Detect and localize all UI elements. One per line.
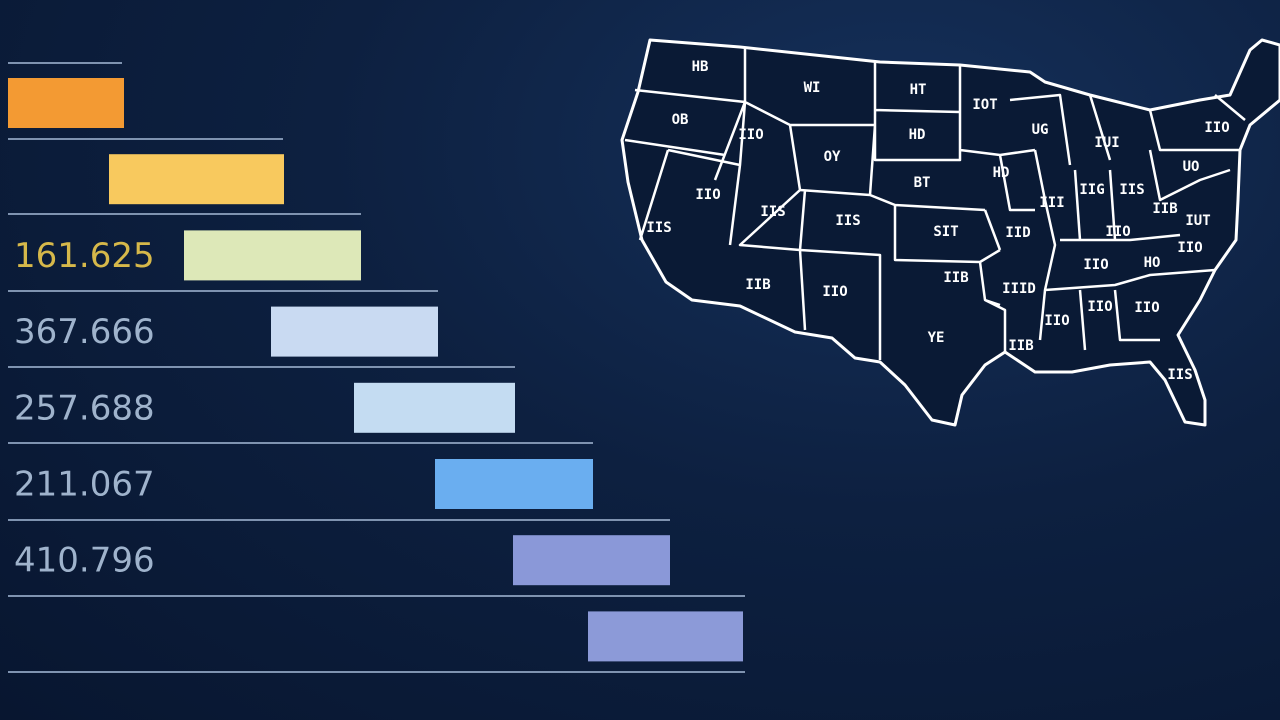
state-label: IIO: [695, 187, 720, 203]
state-label: IIB: [745, 277, 770, 293]
bar-list: 161.625 367.666 257.688 211.067 410.796: [8, 62, 745, 673]
state-label: IIS: [1119, 182, 1144, 198]
us-map: HB WI HT IOT OB IIO OY HD HD BT UG IUI IIO UO IIS IIO II…: [620, 38, 1280, 427]
state-label: HD: [993, 165, 1010, 181]
state-label: IOT: [972, 97, 997, 113]
state-label: IIS: [835, 213, 860, 229]
state-label: UG: [1032, 122, 1049, 138]
state-label: IIO: [1105, 224, 1130, 240]
state-label: IIO: [738, 127, 763, 143]
state-borders: [624, 47, 1246, 360]
state-label: OY: [824, 149, 841, 165]
row-label: 367.666: [14, 312, 155, 352]
state-label: III: [1039, 195, 1064, 211]
state-label: IIG: [1079, 182, 1104, 198]
state-label: OB: [672, 112, 689, 128]
state-label: IIO: [1087, 299, 1112, 315]
bar: [184, 230, 361, 281]
state-label: IIS: [760, 204, 785, 220]
state-label: BT: [914, 175, 931, 191]
state-label: IIO: [1134, 300, 1159, 316]
state-label: IIID: [1002, 281, 1036, 297]
state-label: IIO: [1204, 120, 1229, 136]
state-label: SIT: [933, 224, 958, 240]
bar: [354, 382, 515, 433]
state-label: IID: [1005, 225, 1030, 241]
state-label: HD: [909, 127, 926, 143]
state-label: UO: [1183, 159, 1200, 175]
state-label: HT: [910, 82, 927, 98]
state-label: HB: [692, 59, 709, 75]
state-label: IIS: [646, 220, 671, 236]
state-label: HO: [1144, 255, 1161, 271]
state-label: IIO: [1083, 257, 1108, 273]
state-label: IIB: [943, 270, 968, 286]
row-label: 161.625: [14, 236, 155, 276]
bar: [109, 154, 284, 205]
state-label: IIB: [1008, 338, 1033, 354]
row-label: 211.067: [14, 465, 155, 505]
bar: [435, 459, 593, 509]
bar: [8, 78, 124, 128]
state-label: WI: [804, 80, 821, 96]
state-label: IUI: [1094, 135, 1119, 151]
state-label: YE: [928, 330, 945, 346]
state-label: IIB: [1152, 201, 1177, 217]
row-label: 257.688: [14, 388, 155, 428]
bar: [271, 306, 438, 357]
row-label: 410.796: [14, 541, 155, 581]
bar: [513, 535, 670, 586]
state-label: IIS: [1167, 367, 1192, 383]
state-label: IIO: [822, 284, 847, 300]
state-label: IIO: [1044, 313, 1069, 329]
bar: [588, 611, 743, 662]
state-label: IUT: [1185, 213, 1210, 229]
state-label: IIO: [1177, 240, 1202, 256]
